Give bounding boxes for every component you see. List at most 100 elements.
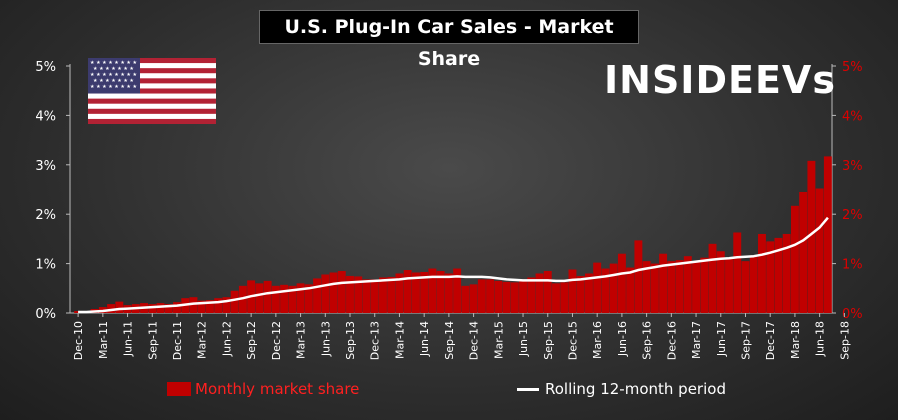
bar: [790, 205, 799, 313]
legend-bar-swatch: [167, 382, 191, 396]
legend-line-swatch: [517, 387, 539, 391]
bar: [263, 280, 272, 313]
x-tick-label: Dec-15: [566, 321, 579, 360]
bar: [148, 304, 157, 313]
rolling-line: [78, 216, 829, 314]
y-tick-label-left: 0%: [35, 307, 56, 322]
bar: [552, 283, 560, 313]
x-tick-label: Jun-18: [814, 321, 827, 357]
us-flag-icon: ★ ★ ★ ★ ★ ★ ★ ★ ★ ★ ★ ★ ★ ★ ★ ★ ★ ★ ★ ★ …: [88, 58, 216, 124]
bar: [205, 300, 214, 313]
bar: [510, 282, 519, 313]
bar: [428, 268, 437, 313]
x-tick-label: Dec-17: [764, 321, 777, 360]
bar: [766, 241, 775, 313]
bar: [321, 274, 330, 313]
bar: [337, 271, 346, 313]
bar: [782, 233, 791, 313]
bar: [230, 290, 239, 313]
bar: [708, 243, 717, 313]
svg-text:★ ★ ★ ★ ★ ★ ★ ★: ★ ★ ★ ★ ★ ★ ★ ★: [90, 60, 138, 66]
bar: [164, 304, 173, 313]
x-tick-label: Mar-13: [295, 321, 308, 359]
x-tick-label: Mar-16: [591, 321, 604, 359]
bar: [280, 284, 289, 313]
bar: [362, 279, 371, 313]
svg-text:★ ★ ★ ★ ★ ★ ★ ★: ★ ★ ★ ★ ★ ★ ★ ★: [90, 84, 138, 90]
bar: [601, 268, 610, 313]
chart-legend: Monthly market share Rolling 12-month pe…: [0, 380, 898, 410]
bar: [609, 263, 618, 313]
bar: [444, 273, 453, 313]
x-tick-label: Sep-18: [838, 321, 851, 360]
insideevs-logo: INSIDEEVs: [604, 58, 836, 102]
x-tick-label: Jun-16: [616, 321, 629, 357]
x-tick-label: Jun-17: [715, 321, 728, 357]
bar: [453, 268, 462, 313]
x-tick-label: Sep-16: [641, 321, 654, 360]
svg-text:★ ★ ★ ★ ★ ★ ★: ★ ★ ★ ★ ★ ★ ★: [93, 66, 134, 72]
bar: [716, 251, 725, 313]
bar: [527, 277, 536, 313]
bar: [115, 301, 124, 313]
bar: [288, 285, 297, 313]
bar: [436, 271, 445, 313]
bar: [568, 269, 577, 313]
y-tick-label-left: 1%: [35, 258, 56, 273]
bar: [494, 280, 503, 313]
y-tick-label-right: 2%: [842, 208, 863, 223]
bar: [469, 284, 478, 313]
bar: [642, 261, 651, 313]
y-tick-label-left: 3%: [35, 159, 56, 174]
bar: [815, 188, 824, 313]
bar: [741, 261, 750, 313]
bar: [634, 240, 643, 313]
bar: [667, 261, 676, 313]
bar: [271, 285, 280, 313]
bar: [626, 267, 635, 313]
y-tick-label-right: 3%: [842, 159, 863, 174]
bar: [387, 276, 396, 313]
x-tick-label: Mar-12: [196, 321, 209, 359]
bar: [519, 279, 527, 313]
x-tick-label: Jun-11: [122, 321, 135, 357]
y-tick-label-right: 4%: [842, 109, 863, 124]
bar: [313, 278, 322, 313]
svg-text:★ ★ ★ ★ ★ ★ ★: ★ ★ ★ ★ ★ ★ ★: [93, 78, 134, 84]
x-tick-label: Dec-14: [468, 321, 481, 360]
x-tick-label: Sep-14: [443, 321, 456, 360]
bar: [403, 270, 412, 313]
bar: [650, 263, 659, 313]
x-tick-label: Sep-11: [146, 321, 159, 360]
bar: [733, 232, 742, 313]
bar: [617, 253, 626, 313]
bar: [692, 261, 701, 313]
x-tick-label: Mar-17: [690, 321, 703, 359]
bar: [189, 297, 198, 313]
x-tick-label: Sep-15: [542, 321, 555, 360]
y-tick-label-right: 1%: [842, 258, 863, 273]
x-tick-label: Dec-12: [270, 321, 283, 360]
bar: [807, 160, 816, 313]
y-tick-label-left: 5%: [35, 60, 56, 75]
bar: [329, 272, 338, 313]
bar: [823, 156, 832, 313]
x-tick-label: Jun-15: [517, 321, 530, 357]
svg-text:★ ★ ★ ★ ★ ★ ★ ★: ★ ★ ★ ★ ★ ★ ★ ★: [90, 72, 138, 78]
bar: [683, 256, 692, 313]
y-tick-label-right: 0%: [842, 307, 863, 322]
chart-title: U.S. Plug-In Car Sales - Market Share: [259, 10, 639, 70]
bar: [486, 279, 495, 313]
bar: [354, 276, 363, 313]
x-tick-label: Sep-13: [344, 321, 357, 360]
x-tick-label: Jun-12: [220, 321, 233, 357]
bar: [304, 284, 313, 313]
bar: [535, 273, 544, 313]
bar: [774, 237, 783, 313]
bar: [593, 262, 602, 313]
bar: [675, 260, 684, 313]
bar: [156, 303, 165, 313]
bar: [296, 283, 305, 313]
bar: [502, 281, 511, 313]
